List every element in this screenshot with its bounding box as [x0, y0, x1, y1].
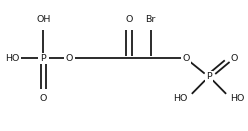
Text: P: P [206, 72, 212, 81]
Text: O: O [183, 54, 190, 63]
Text: O: O [66, 54, 73, 63]
Text: OH: OH [36, 15, 51, 24]
Text: O: O [125, 15, 133, 24]
Text: O: O [40, 94, 47, 103]
Text: P: P [40, 54, 46, 63]
Text: Br: Br [145, 15, 156, 24]
Text: O: O [230, 54, 238, 63]
Text: HO: HO [230, 94, 245, 103]
Text: HO: HO [173, 94, 187, 103]
Text: HO: HO [5, 54, 19, 63]
